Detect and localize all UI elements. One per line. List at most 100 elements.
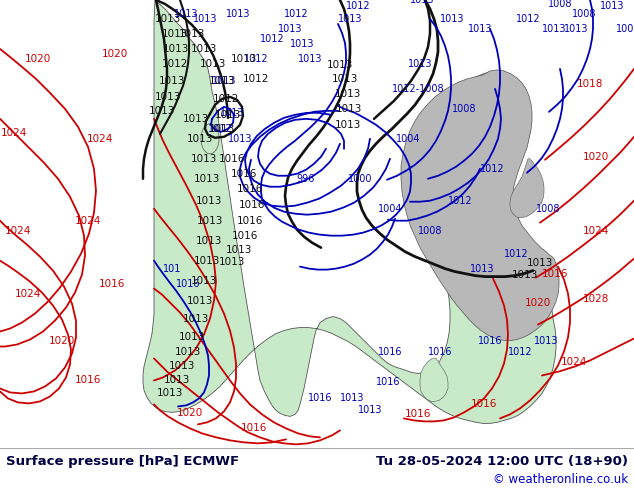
Text: 1012: 1012: [448, 196, 472, 206]
Text: 1013: 1013: [155, 92, 181, 102]
Text: 1008: 1008: [548, 0, 573, 9]
Text: 1008: 1008: [452, 104, 476, 114]
Text: 1004: 1004: [396, 134, 420, 144]
Text: 1016: 1016: [176, 279, 200, 289]
Text: 1013: 1013: [193, 14, 217, 24]
Text: 1016: 1016: [405, 410, 431, 419]
Text: 1013: 1013: [410, 0, 434, 5]
Text: 1013: 1013: [470, 264, 495, 273]
Text: 1013: 1013: [231, 54, 257, 64]
Text: 1013: 1013: [335, 89, 361, 99]
Text: 101: 101: [163, 264, 181, 273]
Text: 1013: 1013: [209, 76, 235, 86]
Text: 996: 996: [297, 174, 315, 184]
Text: 1008: 1008: [572, 9, 596, 19]
Text: 1012: 1012: [515, 14, 540, 24]
Text: 1013: 1013: [220, 108, 244, 118]
Text: 1013: 1013: [169, 362, 195, 371]
Text: 1016: 1016: [232, 231, 258, 241]
Text: 1013: 1013: [212, 76, 236, 86]
Text: 1013: 1013: [298, 54, 322, 64]
Text: 1013: 1013: [512, 270, 538, 280]
Text: 1000: 1000: [348, 174, 372, 184]
Text: 1016: 1016: [471, 399, 497, 410]
Text: 1012: 1012: [508, 347, 533, 358]
Polygon shape: [401, 70, 559, 341]
Text: 1013: 1013: [200, 59, 226, 69]
Text: 1013: 1013: [191, 44, 217, 54]
Text: 1013: 1013: [226, 9, 250, 19]
Text: 1016: 1016: [478, 336, 502, 345]
Text: 1016: 1016: [231, 169, 257, 179]
Text: 1016: 1016: [241, 423, 267, 433]
Text: 1020: 1020: [25, 54, 51, 64]
Polygon shape: [510, 159, 544, 218]
Text: 1012: 1012: [162, 59, 188, 69]
Text: 1024: 1024: [583, 226, 609, 236]
Text: 1020: 1020: [102, 49, 128, 59]
Text: 1013: 1013: [163, 44, 189, 54]
Text: 1013: 1013: [600, 1, 624, 11]
Text: 1013: 1013: [228, 134, 252, 144]
Text: 1024: 1024: [5, 226, 31, 236]
Text: © weatheronline.co.uk: © weatheronline.co.uk: [493, 473, 628, 487]
Text: 1013: 1013: [468, 24, 492, 34]
Text: 1013: 1013: [338, 14, 362, 24]
Text: 1013: 1013: [191, 154, 217, 164]
Text: 1016: 1016: [376, 377, 400, 388]
Text: 1013: 1013: [219, 257, 245, 267]
Text: 1016: 1016: [219, 154, 245, 164]
Text: 1013: 1013: [183, 314, 209, 323]
Text: 1013: 1013: [155, 14, 181, 24]
Text: 1016: 1016: [378, 347, 402, 358]
Text: 1013: 1013: [157, 389, 183, 398]
Text: 1013: 1013: [164, 375, 190, 386]
Text: 1012-1008: 1012-1008: [392, 84, 444, 94]
Text: 1013: 1013: [332, 74, 358, 84]
Text: 1013: 1013: [527, 258, 553, 268]
Text: 1013: 1013: [158, 76, 185, 86]
Text: 1013: 1013: [290, 39, 314, 49]
Text: 1013: 1013: [196, 236, 222, 245]
Text: 1016: 1016: [75, 375, 101, 386]
Text: 1020: 1020: [525, 297, 551, 308]
Text: 1013: 1013: [149, 106, 175, 116]
Text: 1013: 1013: [534, 336, 559, 345]
Text: 1016: 1016: [239, 200, 265, 210]
Ellipse shape: [201, 124, 219, 154]
Text: 1013: 1013: [335, 120, 361, 130]
Text: 1012: 1012: [503, 248, 528, 259]
Text: 1013: 1013: [440, 14, 464, 24]
Text: 1024: 1024: [1, 128, 27, 138]
Text: Tu 28-05-2024 12:00 UTC (18+90): Tu 28-05-2024 12:00 UTC (18+90): [376, 455, 628, 468]
Text: 1020: 1020: [177, 408, 203, 418]
Text: 1018: 1018: [577, 79, 603, 89]
Text: 1020: 1020: [583, 152, 609, 162]
Text: 1013: 1013: [183, 114, 209, 124]
Text: 1013: 1013: [358, 405, 382, 416]
Text: 1012: 1012: [213, 94, 239, 104]
Text: 1013: 1013: [226, 245, 252, 255]
Text: Surface pressure [hPa] ECMWF: Surface pressure [hPa] ECMWF: [6, 455, 239, 468]
Text: 1016: 1016: [237, 216, 263, 226]
Text: 1012: 1012: [208, 124, 232, 134]
Text: 1013: 1013: [564, 24, 588, 34]
Text: 1012: 1012: [346, 1, 370, 11]
Text: 1016: 1016: [237, 184, 263, 194]
Text: 1024: 1024: [87, 134, 113, 144]
Text: 1016: 1016: [307, 393, 332, 403]
Text: 1013: 1013: [187, 134, 213, 144]
Text: 1020: 1020: [49, 336, 75, 345]
Text: 1024: 1024: [15, 289, 41, 298]
Text: 1012: 1012: [243, 74, 269, 84]
Text: 1016: 1016: [542, 269, 568, 279]
Text: 1013: 1013: [162, 29, 188, 39]
Text: 1013: 1013: [194, 256, 220, 266]
Text: 1013: 1013: [194, 174, 220, 184]
Text: 1012: 1012: [260, 34, 284, 44]
Text: 1013: 1013: [209, 124, 235, 134]
Text: 1013: 1013: [179, 332, 205, 342]
Polygon shape: [420, 359, 448, 401]
Text: 1008: 1008: [418, 226, 443, 236]
Text: 1013: 1013: [408, 59, 432, 69]
